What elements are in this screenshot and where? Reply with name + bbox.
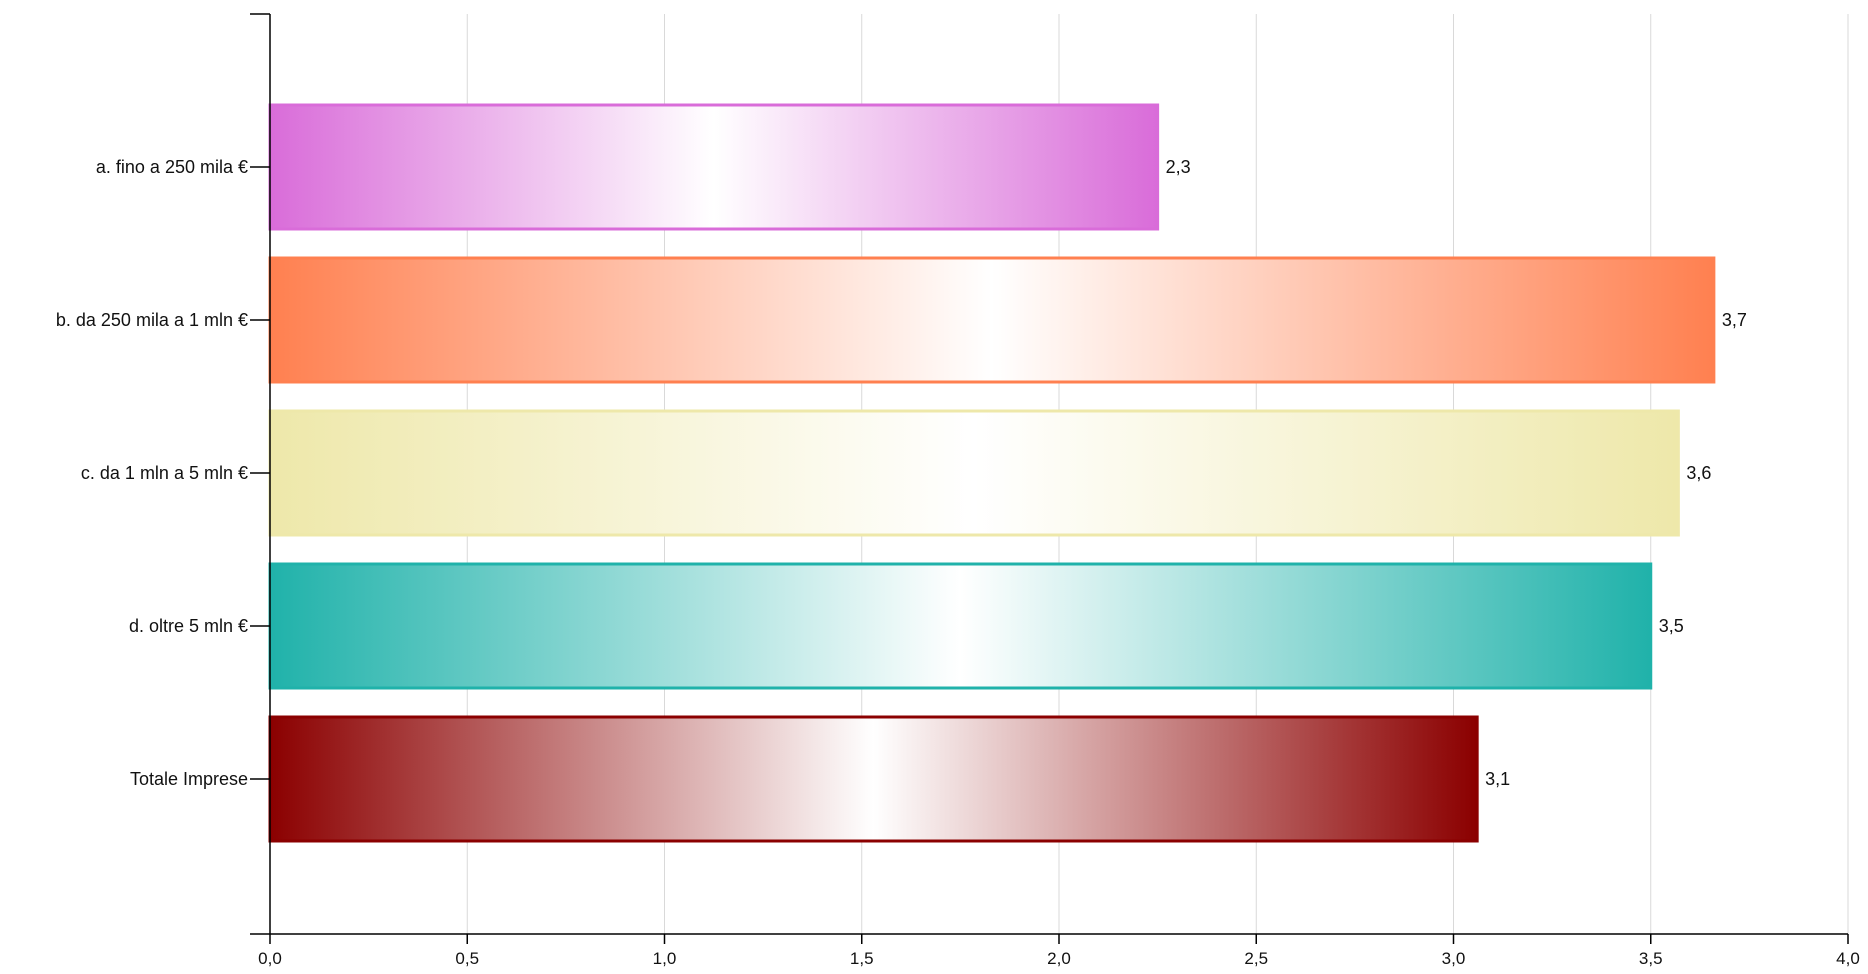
value-label: 2,3 xyxy=(1166,157,1191,177)
x-tick-label: 3,0 xyxy=(1442,949,1466,968)
x-tick-label: 1,0 xyxy=(653,949,677,968)
x-tick-label: 1,5 xyxy=(850,949,874,968)
x-tick-label: 2,0 xyxy=(1047,949,1071,968)
bars xyxy=(268,103,1716,843)
x-tick-label: 0,5 xyxy=(455,949,479,968)
category-label: Totale Imprese xyxy=(130,769,248,789)
value-label: 3,5 xyxy=(1659,616,1684,636)
bar-2 xyxy=(268,256,1716,384)
category-label: b. da 250 mila a 1 mln € xyxy=(56,310,248,330)
category-label: d. oltre 5 mln € xyxy=(129,616,248,636)
category-label: c. da 1 mln a 5 mln € xyxy=(81,463,248,483)
x-tick-label: 4,0 xyxy=(1836,949,1860,968)
value-label: 3,1 xyxy=(1485,769,1510,789)
value-label: 3,7 xyxy=(1722,310,1747,330)
bar-5 xyxy=(268,715,1479,843)
bar-3 xyxy=(268,409,1680,537)
labels: 2,3 a. fino a 250 mila € 3,7 b. da 250 mila… xyxy=(56,157,1860,968)
category-label: a. fino a 250 mila € xyxy=(96,157,248,177)
axes xyxy=(250,13,1849,944)
bar-4 xyxy=(268,562,1653,690)
x-tick-label: 2,5 xyxy=(1244,949,1268,968)
x-tick-label: 3,5 xyxy=(1639,949,1663,968)
value-label: 3,6 xyxy=(1686,463,1711,483)
x-tick-label: 0,0 xyxy=(258,949,282,968)
bar-1 xyxy=(268,103,1160,231)
